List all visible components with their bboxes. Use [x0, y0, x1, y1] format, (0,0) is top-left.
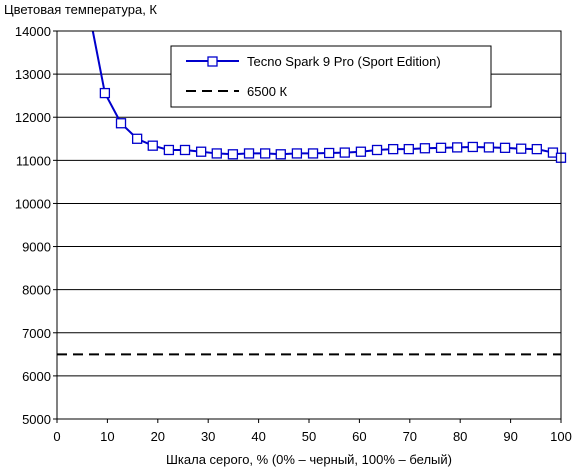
data-point-4: [147, 140, 158, 151]
x-tick-label-30: 30: [201, 429, 215, 444]
data-point-19: [388, 143, 399, 155]
x-tick-label-40: 40: [251, 429, 265, 444]
x-tick-label-10: 10: [100, 429, 114, 444]
data-point-7: [195, 146, 207, 157]
data-point-1: [99, 87, 111, 99]
data-point-23: [452, 142, 463, 153]
data-point-21: [419, 143, 431, 154]
legend: Tecno Spark 9 Pro (Sport Edition) 6500 К: [170, 45, 492, 108]
x-tick-label-50: 50: [302, 429, 316, 444]
x-axis-title: Шкала серого, % (0% – черный, 100% – бел…: [166, 452, 452, 467]
x-tick-label-20: 20: [151, 429, 165, 444]
x-tick-label-70: 70: [403, 429, 417, 444]
x-tick-label-80: 80: [453, 429, 467, 444]
x-tick-label-60: 60: [352, 429, 366, 444]
data-point-2: [115, 118, 127, 129]
y-tick-label-6000: 6000: [22, 369, 51, 384]
y-tick-label-7000: 7000: [22, 326, 51, 341]
legend-label-tecno: Tecno Spark 9 Pro (Sport Edition): [247, 54, 441, 69]
data-point-3: [131, 133, 143, 144]
y-tick-label-5000: 5000: [22, 412, 51, 427]
y-tick-labels: 5000 6000 7000 8000 9000 10000 11000 12000 13000…: [15, 24, 51, 427]
grid-lines: [53, 30, 562, 423]
x-tick-labels: 0 10 20 30 40 50 60 70 80 90 100: [53, 429, 571, 444]
series-layer: [57, 30, 567, 356]
data-point-25: [483, 142, 495, 153]
y-axis-title: Цветовая температура, К: [4, 2, 157, 17]
y-tick-label-8000: 8000: [22, 283, 51, 298]
data-point-22: [435, 142, 447, 153]
x-tick-label-90: 90: [503, 429, 517, 444]
data-point-10: [243, 148, 255, 159]
y-tick-label-10000: 10000: [15, 196, 51, 211]
y-tick-label-13000: 13000: [15, 67, 51, 82]
data-point-26: [499, 142, 511, 153]
data-point-11: [260, 148, 271, 159]
data-point-8: [211, 148, 222, 159]
data-point-9: [227, 149, 239, 160]
y-tick-label-12000: 12000: [15, 110, 51, 125]
plot-frame: [56, 30, 562, 420]
data-point-12: [275, 149, 286, 160]
data-point-16: [339, 147, 350, 158]
y-tick-label-14000: 14000: [15, 24, 51, 39]
data-point-24: [467, 141, 478, 153]
data-point-5: [163, 144, 175, 156]
legend-label-6500k: 6500 К: [247, 84, 288, 99]
data-point-28: [531, 143, 542, 155]
y-tick-label-11000: 11000: [16, 153, 51, 168]
x-tick-label-100: 100: [550, 429, 572, 444]
legend-series-marker: [207, 56, 218, 67]
data-point-15: [324, 147, 335, 159]
data-point-13: [291, 148, 303, 159]
legend-box: [170, 45, 492, 108]
data-point-29: [547, 147, 559, 158]
data-point-20: [403, 143, 414, 155]
data-point-6: [179, 144, 191, 156]
data-point-18: [371, 144, 383, 156]
data-point-14: [307, 148, 319, 159]
y-tick-label-9000: 9000: [22, 240, 51, 255]
x-tick-label-0: 0: [53, 429, 60, 444]
data-point-17: [355, 146, 367, 157]
data-point-27: [516, 143, 527, 154]
